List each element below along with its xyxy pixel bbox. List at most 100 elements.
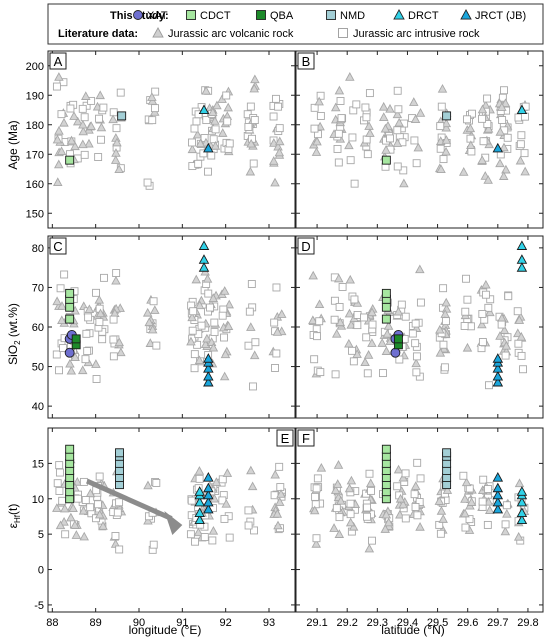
ylabel-sio2-main: SiO (6, 345, 20, 365)
literature-volcanic-point (515, 155, 526, 165)
literature-intrusive-point (80, 150, 89, 159)
literature-volcanic-point (224, 299, 234, 309)
panel-label-box (297, 429, 315, 447)
literature-intrusive-point (225, 533, 234, 542)
literature-volcanic-point (360, 357, 370, 367)
literature-intrusive-point (316, 91, 325, 100)
literature-intrusive-point (478, 338, 487, 347)
literature-volcanic-point (187, 144, 198, 154)
ylabel-sio2: SiO2 (wt.%) (6, 303, 22, 365)
literature-intrusive-point (459, 471, 468, 480)
panel-frame (47, 427, 296, 613)
literature-intrusive-point (210, 318, 219, 327)
literature-volcanic-point (54, 159, 64, 169)
literature-volcanic-point (410, 114, 421, 123)
literature-volcanic-point (436, 164, 446, 174)
literature-volcanic-point (308, 270, 318, 280)
legend-label-intr: Jurassic arc intrusive rock (353, 28, 480, 40)
literature-intrusive-point (335, 302, 344, 311)
panel-frame (295, 427, 544, 613)
literature-volcanic-point (392, 109, 403, 119)
literature-intrusive-point (463, 295, 472, 304)
data-point-drct (516, 254, 528, 264)
literature-intrusive-point (316, 368, 325, 377)
data-point-cdct (65, 314, 75, 324)
literature-intrusive-point (52, 82, 61, 91)
literature-volcanic-point (441, 297, 451, 307)
literature-intrusive-point (367, 486, 375, 495)
panel-frame (47, 235, 296, 419)
literature-intrusive-point (73, 494, 82, 503)
y-tick-label: 40 (32, 401, 44, 413)
literature-volcanic-point (246, 138, 256, 148)
panel-b: B (295, 50, 544, 229)
literature-intrusive-point (401, 469, 410, 478)
x-tick-label: 29.1 (306, 617, 327, 629)
literature-volcanic-point (500, 98, 511, 108)
literature-intrusive-point (461, 523, 470, 532)
data-point-qba (71, 334, 81, 344)
literature-intrusive-point (95, 472, 104, 481)
literature-volcanic-point (393, 306, 404, 316)
literature-volcanic-point (144, 317, 154, 327)
y-tick-label: -5 (34, 600, 44, 612)
literature-volcanic-point (458, 167, 469, 176)
literature-intrusive-point (250, 116, 259, 124)
literature-volcanic-point (365, 128, 375, 137)
literature-intrusive-point (211, 125, 220, 134)
literature-intrusive-point (439, 340, 448, 349)
panel-label: E (281, 431, 290, 446)
literature-intrusive-point (514, 113, 523, 122)
literature-volcanic-point (434, 496, 445, 505)
literature-intrusive-point (274, 102, 283, 111)
literature-intrusive-point (59, 344, 67, 353)
literature-volcanic-point (381, 509, 392, 519)
literature-volcanic-point (60, 503, 70, 513)
literature-volcanic-point (345, 72, 355, 81)
literature-volcanic-point (495, 127, 506, 136)
literature-volcanic-point (208, 293, 219, 302)
literature-intrusive-point (60, 270, 69, 279)
panel-label-box (297, 237, 315, 255)
legend-marker-intr (338, 28, 348, 38)
literature-volcanic-point (330, 102, 341, 112)
literature-volcanic-point (147, 324, 158, 334)
literature-volcanic-point (275, 136, 285, 146)
literature-volcanic-point (415, 108, 426, 117)
literature-intrusive-point (519, 365, 527, 374)
literature-intrusive-point (55, 461, 64, 470)
data-point-drct (198, 254, 210, 264)
legend-label-jrct: JRCT (JB) (475, 10, 526, 22)
literature-intrusive-point (189, 307, 198, 316)
data-point-cdct (381, 314, 391, 324)
panel-frame (47, 50, 296, 229)
literature-intrusive-point (190, 350, 199, 359)
literature-intrusive-point (411, 503, 420, 511)
literature-volcanic-point (395, 493, 406, 503)
data-point-cdct (65, 155, 75, 165)
literature-volcanic-point (377, 338, 387, 347)
data-point-drct (194, 486, 205, 496)
literature-intrusive-point (362, 135, 371, 144)
panel-e: -5 0 5 10 15 88 89 90 91 92 93 E (32, 427, 296, 629)
literature-volcanic-point (91, 359, 101, 368)
literature-intrusive-point (251, 338, 260, 347)
literature-intrusive-point (109, 108, 118, 117)
legend-label-qba: QBA (270, 10, 294, 22)
ylabel-sio2-sub: 2 (13, 340, 22, 345)
literature-intrusive-point (245, 307, 254, 316)
literature-intrusive-point (220, 514, 229, 523)
x-tick-label: 92 (220, 617, 232, 629)
literature-volcanic-point (345, 274, 356, 284)
literature-intrusive-point (81, 496, 90, 504)
literature-volcanic-point (516, 331, 527, 341)
data-point-drct (198, 104, 210, 115)
literature-volcanic-point (348, 521, 359, 531)
literature-volcanic-point (276, 489, 286, 498)
literature-intrusive-point (520, 149, 529, 158)
literature-volcanic-point (208, 525, 219, 535)
literature-intrusive-point (410, 136, 419, 145)
literature-intrusive-point (218, 475, 227, 484)
literature-intrusive-point (362, 113, 371, 122)
literature-volcanic-point (66, 135, 77, 145)
